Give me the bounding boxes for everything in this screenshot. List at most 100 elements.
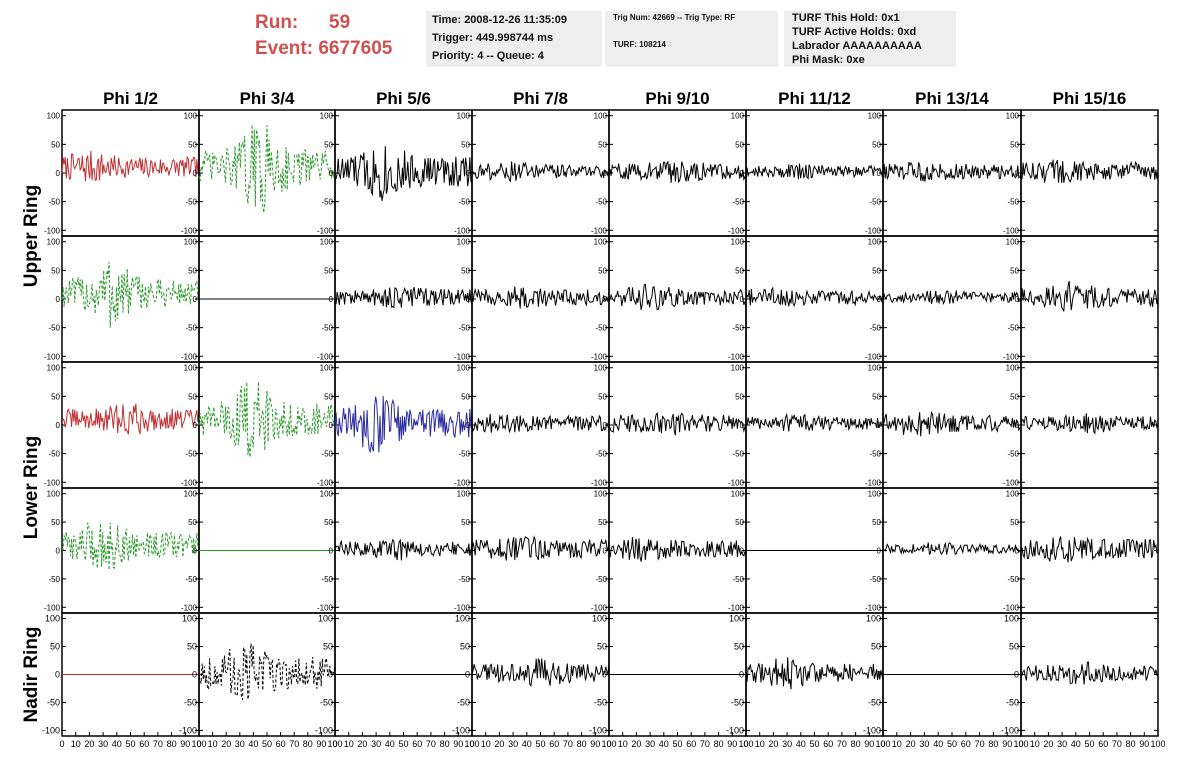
x-tick-label: 60 <box>686 739 696 749</box>
x-tick-label: 40 <box>933 739 943 749</box>
y-tick-label: 100 <box>457 238 471 247</box>
y-tick-label: 0 <box>56 169 61 178</box>
y-tick-label: -50 <box>185 324 197 333</box>
y-tick-label: 0 <box>602 670 607 680</box>
x-tick-label: 100 <box>191 739 206 749</box>
y-tick-label: 100 <box>184 364 198 373</box>
x-tick-label: 100 <box>1013 739 1028 749</box>
y-tick-label: -100 <box>728 226 745 235</box>
x-tick-label: 70 <box>700 739 710 749</box>
y-tick-label: -100 <box>317 226 334 235</box>
phi-mask-text: Phi Mask: 0xe <box>792 54 865 66</box>
panel-frame <box>608 361 747 489</box>
waveform-trace <box>882 411 1022 437</box>
x-tick-label: 80 <box>167 739 177 749</box>
y-tick-label: 100 <box>457 112 471 121</box>
x-tick-label: 0 <box>743 739 748 749</box>
y-tick-label: 100 <box>47 490 61 499</box>
panel-frame <box>882 487 1022 614</box>
x-tick-label: 20 <box>84 739 94 749</box>
y-tick-label: 100 <box>866 614 881 624</box>
y-tick-label: -50 <box>48 324 60 333</box>
x-tick-label: 50 <box>398 739 408 749</box>
waveform-trace <box>608 160 747 184</box>
waveform-trace <box>334 286 473 309</box>
y-tick-label: -100 <box>591 226 608 235</box>
y-tick-label: 0 <box>56 421 61 430</box>
x-tick-label: 80 <box>851 739 861 749</box>
column-title: Phi 11/12 <box>778 89 851 108</box>
y-tick-label: 100 <box>731 490 745 499</box>
y-tick-label: 50 <box>461 140 470 149</box>
column-title: Phi 7/8 <box>513 89 568 108</box>
y-tick-label: 50 <box>51 518 60 527</box>
column-title: Phi 9/10 <box>645 89 709 108</box>
y-tick-label: 100 <box>318 614 333 624</box>
x-tick-label: 30 <box>371 739 381 749</box>
x-tick-label: 100 <box>875 739 890 749</box>
x-tick-label: 30 <box>235 739 245 749</box>
turf-text: TURF: 108214 <box>613 40 666 49</box>
waveform-trace <box>608 411 747 436</box>
waveform-trace <box>1020 280 1159 312</box>
y-tick-label: 50 <box>188 140 197 149</box>
y-tick-label: 0 <box>56 547 61 556</box>
y-tick-label: -100 <box>454 226 471 235</box>
y-tick-label: 100 <box>320 490 334 499</box>
y-tick-label: -50 <box>320 697 333 707</box>
x-tick-label: 80 <box>714 739 724 749</box>
y-tick-label: 50 <box>734 642 744 652</box>
y-tick-label: -100 <box>1003 603 1020 612</box>
y-tick-label: -50 <box>595 450 607 459</box>
y-tick-label: -50 <box>185 575 197 584</box>
x-tick-label: 10 <box>208 739 218 749</box>
y-tick-label: 0 <box>55 670 60 680</box>
x-tick-label: 90 <box>864 739 874 749</box>
y-tick-label: 50 <box>324 140 333 149</box>
y-tick-label: 0 <box>739 670 744 680</box>
y-tick-label: 50 <box>187 642 197 652</box>
run-value: 59 <box>329 12 351 33</box>
y-tick-label: -100 <box>728 352 745 361</box>
x-tick-label: 40 <box>112 739 122 749</box>
y-tick-label: -100 <box>44 226 61 235</box>
y-tick-label: 0 <box>193 547 198 556</box>
y-tick-label: 50 <box>188 392 197 401</box>
x-tick-label: 30 <box>1057 739 1067 749</box>
y-tick-label: 50 <box>51 140 60 149</box>
y-tick-label: 100 <box>868 364 882 373</box>
waveform-trace <box>61 522 200 570</box>
y-tick-label: 50 <box>871 642 881 652</box>
y-tick-label: 100 <box>1004 614 1019 624</box>
y-tick-label: 100 <box>592 614 607 624</box>
waveform-trace <box>882 161 1022 182</box>
waveform-trace <box>471 286 610 309</box>
y-tick-label: 0 <box>193 295 198 304</box>
y-tick-label: 50 <box>324 518 333 527</box>
y-tick-label: -100 <box>44 478 61 487</box>
x-tick-label: 30 <box>782 739 792 749</box>
y-tick-label: -100 <box>728 603 745 612</box>
y-tick-label: 0 <box>193 169 198 178</box>
y-tick-label: -50 <box>458 450 470 459</box>
trig-num-text: Trig Num: 42669 -- Trig Type: RF <box>613 13 736 22</box>
x-tick-label: 10 <box>1030 739 1040 749</box>
x-tick-label: 10 <box>892 739 902 749</box>
x-tick-label: 50 <box>947 739 957 749</box>
event-line: Event: 6677605 <box>255 36 392 62</box>
y-tick-label: -100 <box>454 478 471 487</box>
y-tick-label: -50 <box>869 198 881 207</box>
y-tick-label: -50 <box>185 450 197 459</box>
panel-frame <box>745 361 884 489</box>
x-tick-label: 10 <box>481 739 491 749</box>
y-tick-label: -50 <box>1007 198 1019 207</box>
waveform-trace <box>334 395 473 454</box>
column-title: Phi 5/6 <box>376 89 431 108</box>
run-event-block: Run: 59 Event: 6677605 <box>255 10 392 62</box>
y-tick-label: 50 <box>460 642 470 652</box>
x-tick-label: 20 <box>494 739 504 749</box>
x-tick-label: 80 <box>303 739 313 749</box>
y-tick-label: 50 <box>1010 518 1019 527</box>
y-tick-label: -50 <box>869 575 881 584</box>
x-tick-label: 20 <box>221 739 231 749</box>
